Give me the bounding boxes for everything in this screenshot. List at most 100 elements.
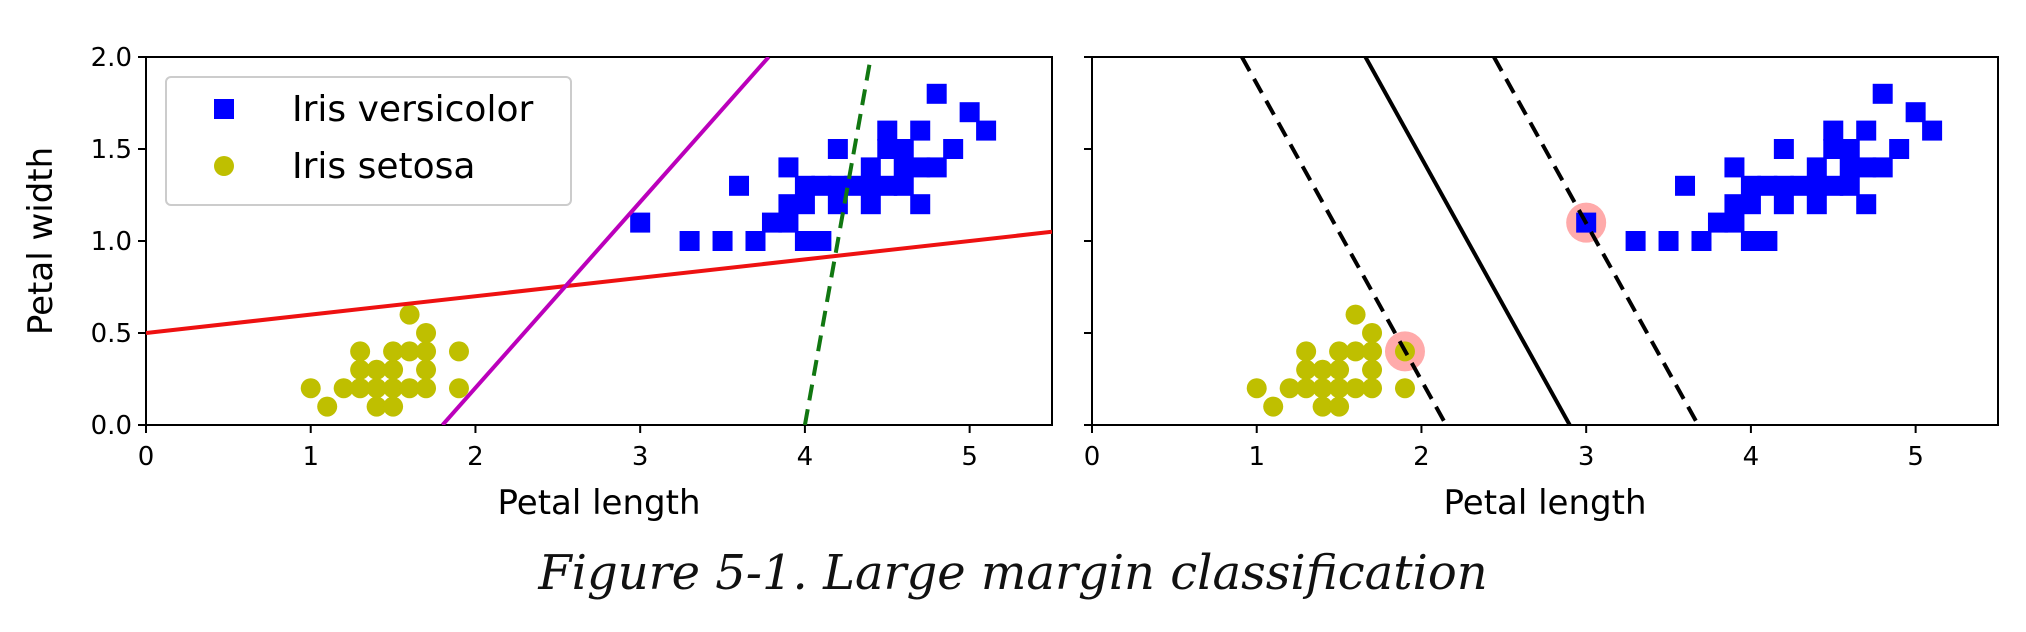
setosa-point — [350, 359, 371, 380]
x-tick-label: 0 — [138, 442, 155, 472]
setosa-point — [1312, 378, 1333, 399]
versicolor-point — [794, 175, 815, 196]
right-plot-area — [1240, 57, 1943, 425]
versicolor-point — [827, 194, 848, 215]
setosa-point — [350, 378, 371, 399]
versicolor-point — [893, 157, 914, 178]
versicolor-point — [893, 139, 914, 159]
setosa-point — [1362, 359, 1383, 380]
right-x-axis-title: Petal length — [1443, 483, 1646, 523]
y-tick-label: 0.0 — [91, 411, 132, 441]
x-tick-label: 3 — [632, 442, 649, 472]
versicolor-point — [1773, 175, 1794, 196]
setosa-point — [333, 378, 354, 399]
x-tick-label: 4 — [797, 442, 814, 472]
versicolor-point — [1856, 194, 1877, 215]
versicolor-point — [910, 194, 931, 215]
setosa-point — [1296, 341, 1317, 362]
versicolor-point — [679, 231, 700, 251]
y-tick-label: 2.0 — [91, 43, 132, 73]
versicolor-point — [860, 194, 881, 215]
legend-marker-versicolor — [214, 99, 234, 119]
setosa-point — [366, 359, 387, 380]
versicolor-point — [1806, 175, 1827, 196]
solid-boundary-line — [1363, 57, 1572, 425]
setosa-point — [1279, 378, 1300, 399]
versicolor-point — [1625, 231, 1646, 251]
versicolor-point — [778, 157, 799, 178]
versicolor-point — [1905, 102, 1926, 123]
setosa-point — [1312, 359, 1333, 380]
versicolor-point — [794, 194, 815, 215]
versicolor-point — [1724, 157, 1745, 178]
versicolor-point — [1724, 212, 1745, 233]
setosa-point — [448, 378, 469, 399]
setosa-point — [1329, 396, 1350, 417]
y-tick-label: 0.5 — [91, 319, 132, 349]
setosa-point — [1362, 341, 1383, 362]
setosa-point — [1362, 323, 1383, 343]
y-tick-label: 1.0 — [91, 227, 132, 257]
versicolor-point — [1707, 212, 1728, 233]
setosa-point — [399, 304, 420, 325]
setosa-point — [366, 378, 387, 399]
setosa-point — [1296, 359, 1317, 380]
versicolor-point — [1823, 120, 1844, 141]
setosa-point — [399, 378, 420, 399]
setosa-point — [317, 396, 338, 417]
versicolor-point — [1839, 157, 1860, 178]
versicolor-point — [1823, 175, 1844, 196]
versicolor-point — [877, 175, 898, 196]
versicolor-point — [976, 120, 997, 141]
setosa-point — [1312, 396, 1333, 417]
setosa-point — [416, 378, 437, 399]
setosa-point — [416, 341, 437, 362]
legend-marker-setosa — [214, 156, 234, 176]
versicolor-point — [1806, 194, 1827, 215]
setosa-point — [383, 359, 404, 380]
x-tick-label: 2 — [467, 442, 484, 472]
versicolor-point — [811, 231, 832, 251]
versicolor-point — [926, 157, 947, 178]
left-plot-area — [146, 57, 1052, 425]
versicolor-point — [910, 157, 931, 178]
x-tick-label: 1 — [1248, 442, 1265, 472]
versicolor-point — [1839, 175, 1860, 196]
versicolor-point — [1922, 120, 1943, 141]
versicolor-point — [926, 83, 947, 104]
x-tick-label: 5 — [1907, 442, 1924, 472]
versicolor-point — [943, 139, 964, 159]
versicolor-point — [1658, 231, 1679, 251]
versicolor-point — [1740, 194, 1761, 215]
setosa-point — [416, 359, 437, 380]
x-tick-label: 2 — [1413, 442, 1430, 472]
versicolor-point — [1872, 157, 1893, 178]
legend: Iris versicolor Iris setosa — [165, 76, 572, 206]
versicolor-point — [1806, 157, 1827, 178]
dashed-boundary-line — [1240, 57, 1448, 425]
solid-boundary-line — [146, 229, 1052, 335]
versicolor-point — [1773, 194, 1794, 215]
legend-label-setosa: Iris setosa — [292, 146, 475, 187]
versicolor-point — [959, 102, 980, 123]
setosa-point — [1345, 304, 1366, 325]
setosa-point — [448, 341, 469, 362]
versicolor-point — [794, 231, 815, 251]
versicolor-point — [729, 175, 750, 196]
versicolor-point — [1675, 175, 1696, 196]
versicolor-point — [860, 175, 881, 196]
setosa-point — [383, 341, 404, 362]
versicolor-point — [860, 157, 881, 178]
figure-caption: Figure 5-1. Large margin classification — [538, 545, 1488, 601]
versicolor-point — [827, 139, 848, 159]
versicolor-point — [910, 120, 931, 141]
dashed-boundary-line — [1492, 57, 1700, 425]
x-tick-label: 0 — [1084, 442, 1101, 472]
x-tick-label: 4 — [1743, 442, 1760, 472]
versicolor-point — [877, 120, 898, 141]
right-plot-panel: Petal length 0 1 2 3 4 5 — [1084, 56, 1999, 523]
x-tick-label: 5 — [961, 442, 978, 472]
versicolor-point — [1823, 139, 1844, 159]
versicolor-point — [1691, 231, 1712, 251]
